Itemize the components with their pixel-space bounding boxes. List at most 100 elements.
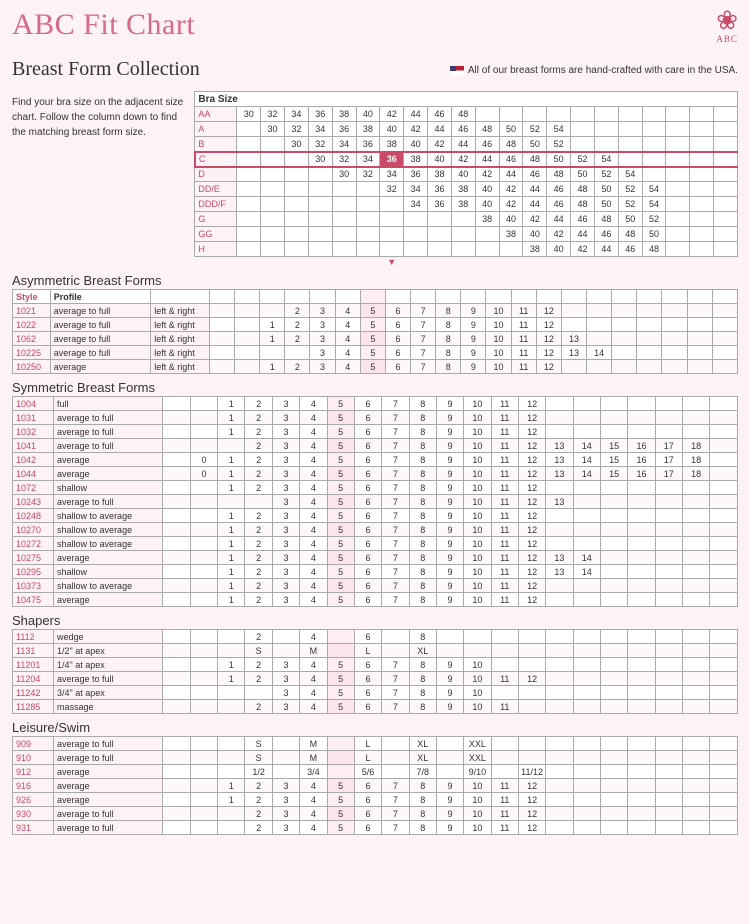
bra-cell <box>332 227 356 242</box>
size-cell <box>190 551 217 565</box>
bra-cell: 42 <box>499 197 523 212</box>
style-cell: 1021 <box>13 304 51 318</box>
size-cell: 2 <box>245 453 272 467</box>
size-cell <box>285 346 310 360</box>
size-cell <box>546 686 573 700</box>
bra-cell <box>642 122 666 137</box>
profile-cell: average to full <box>50 318 151 332</box>
bra-cell: 48 <box>475 122 499 137</box>
size-cell: 9 <box>436 779 463 793</box>
size-cell <box>710 672 738 686</box>
size-cell <box>712 304 737 318</box>
size-cell <box>710 751 738 765</box>
size-cell <box>628 481 655 495</box>
size-cell: 4 <box>300 565 327 579</box>
size-cell: 7 <box>382 793 409 807</box>
size-cell <box>682 425 709 439</box>
size-cell <box>600 807 627 821</box>
bra-cell <box>451 212 475 227</box>
size-cell <box>190 821 217 835</box>
size-cell: 6 <box>354 593 381 607</box>
size-cell <box>163 593 190 607</box>
size-cell: 13 <box>546 439 573 453</box>
bra-cell: 42 <box>547 227 571 242</box>
bra-cell <box>284 182 308 197</box>
profile-cell: average <box>54 551 163 565</box>
size-cell: 9 <box>461 360 486 374</box>
size-cell: 9 <box>461 304 486 318</box>
bra-cell <box>713 197 737 212</box>
size-cell: 10 <box>464 700 491 714</box>
size-cell <box>682 737 709 751</box>
size-cell: 7 <box>382 807 409 821</box>
size-cell: XL <box>409 751 436 765</box>
size-cell <box>163 495 190 509</box>
size-cell: 8 <box>409 453 436 467</box>
size-cell <box>218 700 245 714</box>
bra-cell <box>713 122 737 137</box>
size-cell <box>190 644 217 658</box>
size-cell <box>655 658 682 672</box>
size-cell: 10 <box>486 318 511 332</box>
size-cell: 13 <box>546 467 573 481</box>
size-cell <box>655 579 682 593</box>
form-row: 1031average to full123456789101112 <box>13 411 738 425</box>
size-cell <box>209 346 234 360</box>
bra-cell: 32 <box>308 137 332 152</box>
size-cell <box>682 523 709 537</box>
size-cell: 6 <box>354 630 381 644</box>
bra-cell: 30 <box>308 152 332 167</box>
size-cell: 12 <box>518 537 545 551</box>
size-cell: 9 <box>461 346 486 360</box>
size-cell: 10 <box>464 565 491 579</box>
size-cell <box>491 644 518 658</box>
size-cell: 2 <box>285 360 310 374</box>
size-cell <box>546 411 573 425</box>
size-cell: 6 <box>354 779 381 793</box>
size-cell <box>235 346 260 360</box>
size-cell <box>637 346 662 360</box>
size-cell: 3 <box>272 700 299 714</box>
size-cell <box>518 751 545 765</box>
size-cell <box>628 700 655 714</box>
bra-cell: 50 <box>499 122 523 137</box>
bra-size-header: Bra Size <box>195 92 738 107</box>
size-cell: 6 <box>354 411 381 425</box>
size-cell <box>710 537 738 551</box>
size-cell <box>573 737 600 751</box>
profile-cell: 1/4" at apex <box>54 658 163 672</box>
size-cell <box>163 765 190 779</box>
size-cell <box>163 644 190 658</box>
size-cell <box>662 318 687 332</box>
size-cell: 15 <box>600 467 627 481</box>
size-cell: 8 <box>409 537 436 551</box>
size-cell: 11 <box>491 453 518 467</box>
size-cell <box>190 565 217 579</box>
size-cell <box>682 672 709 686</box>
size-cell: 9 <box>436 579 463 593</box>
size-cell: 10 <box>464 793 491 807</box>
size-cell: 9 <box>436 807 463 821</box>
style-cell: 10373 <box>13 579 54 593</box>
bra-cell: 32 <box>284 122 308 137</box>
bra-cell <box>308 167 332 182</box>
size-cell <box>190 686 217 700</box>
size-cell: 3 <box>272 593 299 607</box>
section-title: Leisure/Swim <box>12 720 738 735</box>
size-cell <box>712 332 737 346</box>
size-cell <box>600 672 627 686</box>
size-cell: 2 <box>245 537 272 551</box>
size-cell: 1 <box>218 593 245 607</box>
size-cell: 13 <box>561 332 586 346</box>
size-cell: 9 <box>436 453 463 467</box>
size-cell <box>218 439 245 453</box>
bra-cell <box>666 152 690 167</box>
size-cell: 2 <box>245 630 272 644</box>
size-cell: 9 <box>436 700 463 714</box>
size-cell <box>436 644 463 658</box>
profile-cell: average to full <box>50 332 151 346</box>
size-cell <box>600 537 627 551</box>
size-cell <box>190 807 217 821</box>
size-cell <box>573 425 600 439</box>
bra-cell: 38 <box>332 107 356 122</box>
